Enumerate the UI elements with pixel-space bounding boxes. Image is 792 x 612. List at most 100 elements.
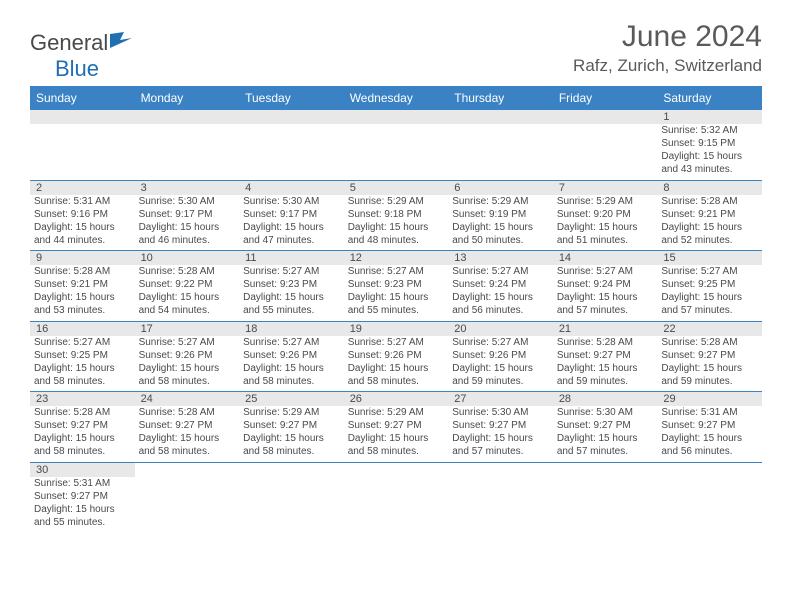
day-number-cell [344, 462, 449, 477]
day-number-cell: 27 [448, 392, 553, 407]
day-number-cell: 24 [135, 392, 240, 407]
day-number-cell [135, 462, 240, 477]
day-info-cell: Sunrise: 5:27 AMSunset: 9:26 PMDaylight:… [344, 336, 449, 392]
day-number-cell [239, 462, 344, 477]
day-number-cell: 26 [344, 392, 449, 407]
day-info-cell: Sunrise: 5:27 AMSunset: 9:26 PMDaylight:… [239, 336, 344, 392]
day-number-cell: 29 [657, 392, 762, 407]
day-number-row: 23242526272829 [30, 392, 762, 407]
day-info-cell: Sunrise: 5:28 AMSunset: 9:22 PMDaylight:… [135, 265, 240, 321]
day-info-cell: Sunrise: 5:27 AMSunset: 9:25 PMDaylight:… [30, 336, 135, 392]
day-number-cell: 30 [30, 462, 135, 477]
day-info-cell: Sunrise: 5:28 AMSunset: 9:27 PMDaylight:… [657, 336, 762, 392]
day-number-cell: 18 [239, 321, 344, 336]
calendar-table: SundayMondayTuesdayWednesdayThursdayFrid… [30, 86, 762, 533]
day-info-row: Sunrise: 5:31 AMSunset: 9:27 PMDaylight:… [30, 477, 762, 533]
day-header-tuesday: Tuesday [239, 86, 344, 110]
day-number-cell [448, 110, 553, 124]
day-number-cell: 22 [657, 321, 762, 336]
day-info-cell [657, 477, 762, 533]
day-number-cell: 15 [657, 251, 762, 266]
day-header-wednesday: Wednesday [344, 86, 449, 110]
day-number-cell: 2 [30, 180, 135, 195]
day-number-cell: 28 [553, 392, 658, 407]
day-number-cell [448, 462, 553, 477]
day-info-cell: Sunrise: 5:27 AMSunset: 9:26 PMDaylight:… [448, 336, 553, 392]
day-info-cell [448, 477, 553, 533]
day-info-cell: Sunrise: 5:27 AMSunset: 9:26 PMDaylight:… [135, 336, 240, 392]
day-info-cell: Sunrise: 5:29 AMSunset: 9:27 PMDaylight:… [344, 406, 449, 462]
day-info-cell: Sunrise: 5:28 AMSunset: 9:27 PMDaylight:… [553, 336, 658, 392]
day-number-cell: 21 [553, 321, 658, 336]
day-info-row: Sunrise: 5:27 AMSunset: 9:25 PMDaylight:… [30, 336, 762, 392]
day-number-cell: 7 [553, 180, 658, 195]
day-info-row: Sunrise: 5:28 AMSunset: 9:27 PMDaylight:… [30, 406, 762, 462]
day-number-cell: 1 [657, 110, 762, 124]
day-info-cell: Sunrise: 5:28 AMSunset: 9:21 PMDaylight:… [657, 195, 762, 251]
day-info-cell: Sunrise: 5:27 AMSunset: 9:24 PMDaylight:… [553, 265, 658, 321]
month-title: June 2024 [573, 20, 762, 54]
day-number-row: 2345678 [30, 180, 762, 195]
day-info-cell: Sunrise: 5:32 AMSunset: 9:15 PMDaylight:… [657, 124, 762, 180]
day-info-cell: Sunrise: 5:28 AMSunset: 9:27 PMDaylight:… [135, 406, 240, 462]
day-number-cell: 11 [239, 251, 344, 266]
day-header-saturday: Saturday [657, 86, 762, 110]
day-header-row: SundayMondayTuesdayWednesdayThursdayFrid… [30, 86, 762, 110]
day-header-sunday: Sunday [30, 86, 135, 110]
day-number-cell: 10 [135, 251, 240, 266]
day-info-cell: Sunrise: 5:29 AMSunset: 9:27 PMDaylight:… [239, 406, 344, 462]
title-block: June 2024 Rafz, Zurich, Switzerland [573, 20, 762, 76]
day-info-cell [553, 477, 658, 533]
day-info-cell: Sunrise: 5:29 AMSunset: 9:18 PMDaylight:… [344, 195, 449, 251]
day-number-cell [135, 110, 240, 124]
day-info-cell [30, 124, 135, 180]
header: General June 2024 Rafz, Zurich, Switzerl… [30, 20, 762, 76]
day-header-friday: Friday [553, 86, 658, 110]
day-info-cell [448, 124, 553, 180]
day-info-cell: Sunrise: 5:30 AMSunset: 9:17 PMDaylight:… [135, 195, 240, 251]
day-info-cell: Sunrise: 5:27 AMSunset: 9:24 PMDaylight:… [448, 265, 553, 321]
day-number-cell [344, 110, 449, 124]
logo-text-dark: General [30, 30, 108, 56]
day-number-cell: 17 [135, 321, 240, 336]
day-info-cell: Sunrise: 5:28 AMSunset: 9:27 PMDaylight:… [30, 406, 135, 462]
day-number-cell [553, 110, 658, 124]
day-info-cell: Sunrise: 5:28 AMSunset: 9:21 PMDaylight:… [30, 265, 135, 321]
day-number-row: 9101112131415 [30, 251, 762, 266]
day-info-cell: Sunrise: 5:30 AMSunset: 9:27 PMDaylight:… [553, 406, 658, 462]
day-info-cell: Sunrise: 5:27 AMSunset: 9:25 PMDaylight:… [657, 265, 762, 321]
day-number-cell: 23 [30, 392, 135, 407]
flag-icon [110, 30, 134, 56]
day-number-cell: 14 [553, 251, 658, 266]
day-info-cell: Sunrise: 5:30 AMSunset: 9:27 PMDaylight:… [448, 406, 553, 462]
day-number-row: 1 [30, 110, 762, 124]
day-number-cell: 25 [239, 392, 344, 407]
day-info-row: Sunrise: 5:32 AMSunset: 9:15 PMDaylight:… [30, 124, 762, 180]
day-number-cell: 3 [135, 180, 240, 195]
day-number-cell: 4 [239, 180, 344, 195]
day-number-cell: 19 [344, 321, 449, 336]
logo-text-blue: Blue [55, 56, 99, 82]
day-info-cell [344, 477, 449, 533]
logo: General [30, 30, 136, 56]
day-number-cell: 20 [448, 321, 553, 336]
day-number-cell: 16 [30, 321, 135, 336]
location: Rafz, Zurich, Switzerland [573, 56, 762, 76]
day-number-cell: 5 [344, 180, 449, 195]
day-number-cell: 6 [448, 180, 553, 195]
day-info-cell [553, 124, 658, 180]
day-info-cell [135, 477, 240, 533]
day-info-cell: Sunrise: 5:29 AMSunset: 9:20 PMDaylight:… [553, 195, 658, 251]
day-info-cell: Sunrise: 5:27 AMSunset: 9:23 PMDaylight:… [239, 265, 344, 321]
day-number-cell: 9 [30, 251, 135, 266]
day-info-cell: Sunrise: 5:31 AMSunset: 9:27 PMDaylight:… [30, 477, 135, 533]
day-info-row: Sunrise: 5:31 AMSunset: 9:16 PMDaylight:… [30, 195, 762, 251]
day-info-cell: Sunrise: 5:29 AMSunset: 9:19 PMDaylight:… [448, 195, 553, 251]
day-number-cell [30, 110, 135, 124]
day-info-cell: Sunrise: 5:31 AMSunset: 9:27 PMDaylight:… [657, 406, 762, 462]
day-info-cell [239, 124, 344, 180]
day-info-cell: Sunrise: 5:27 AMSunset: 9:23 PMDaylight:… [344, 265, 449, 321]
day-number-cell [553, 462, 658, 477]
day-number-row: 30 [30, 462, 762, 477]
day-header-thursday: Thursday [448, 86, 553, 110]
